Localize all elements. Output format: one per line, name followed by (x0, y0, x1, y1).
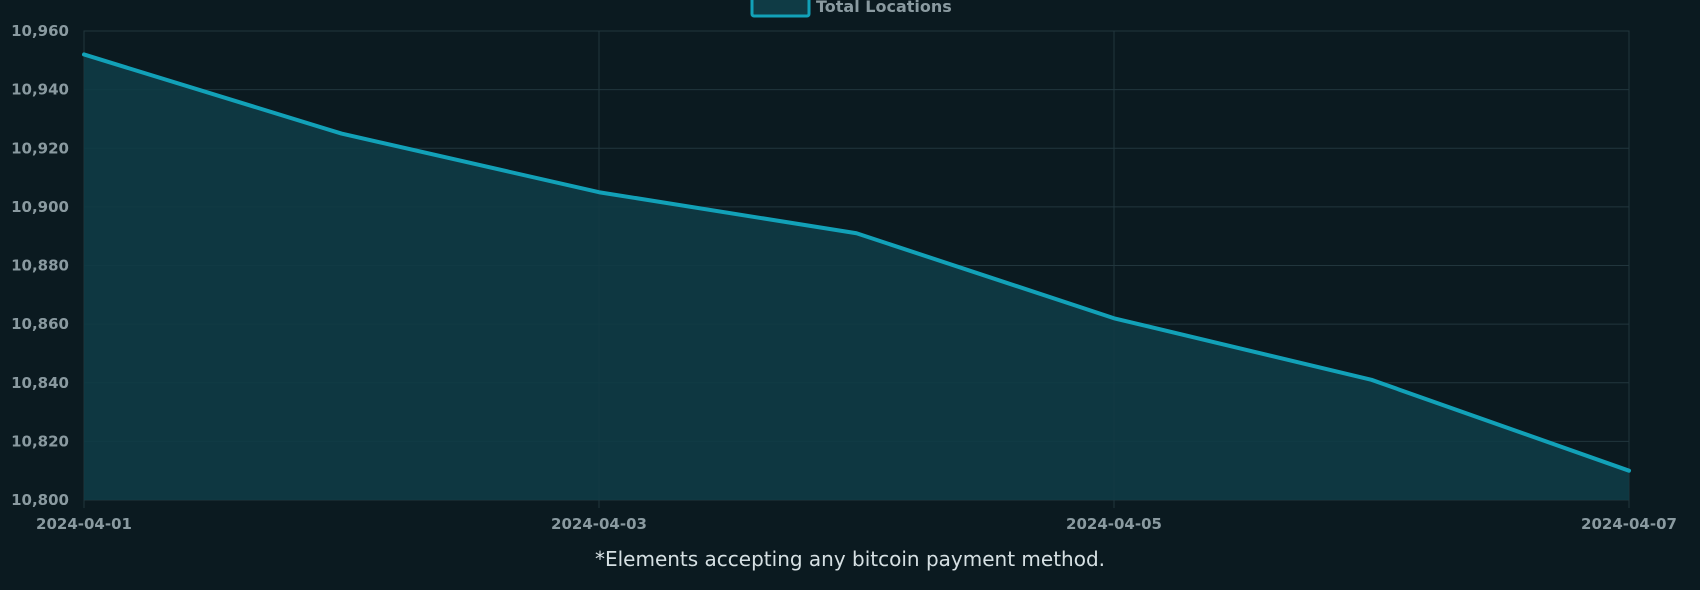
legend[interactable]: Total Locations (750, 0, 952, 18)
y-tick-label: 10,960 (11, 22, 69, 40)
y-tick-label: 10,900 (11, 198, 69, 216)
series-area (84, 54, 1629, 500)
series-line (82, 52, 1631, 473)
y-tick-label: 10,940 (11, 81, 69, 99)
chart-footnote: *Elements accepting any bitcoin payment … (594, 547, 1106, 571)
y-tick-label: 10,820 (11, 432, 69, 450)
x-tick-label: 2024-04-05 (1066, 515, 1162, 533)
x-tick-label: 2024-04-07 (1581, 515, 1677, 533)
y-tick-label: 10,800 (11, 491, 69, 509)
area-layer (82, 52, 1631, 500)
legend-swatch[interactable] (750, 0, 811, 18)
y-tick-label: 10,880 (11, 257, 69, 275)
x-tick-label: 2024-04-01 (36, 515, 132, 533)
axis-layer: 10,960 10,940 10,920 10,900 10,880 10,860 10,8… (11, 22, 1677, 533)
x-tick-label: 2024-04-03 (551, 515, 647, 533)
legend-label[interactable]: Total Locations (816, 0, 952, 16)
y-tick-label: 10,920 (11, 139, 69, 157)
y-tick-label: 10,860 (11, 315, 69, 333)
y-tick-label: 10,840 (11, 374, 69, 392)
